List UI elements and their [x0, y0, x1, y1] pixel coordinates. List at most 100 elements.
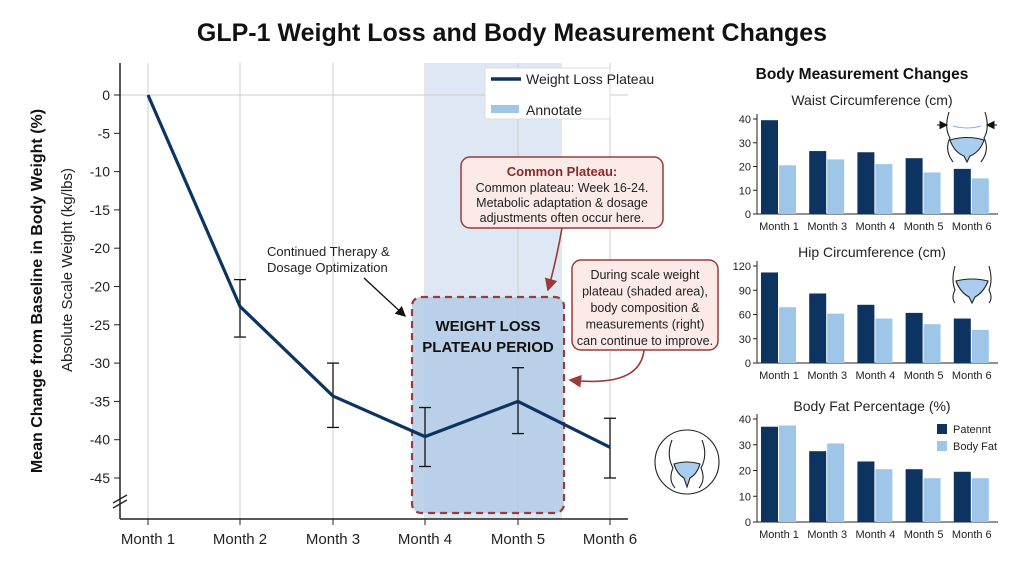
bar-light [971, 329, 989, 363]
series-line-weight-loss [146, 94, 611, 449]
y-tick-label: -20 [90, 240, 110, 256]
x-tick-label: Month 3 [807, 529, 847, 541]
x-tick-label: Month 5 [904, 370, 944, 382]
scale-note-callout [571, 259, 719, 351]
scale-note-line: can continue to improve. [577, 334, 713, 348]
waist-measure-icon [937, 111, 997, 164]
common-plateau-line-2: Metabolic adaptation & dosage [476, 196, 648, 210]
y-tick-label: -10 [90, 164, 110, 180]
x-tick-label: Month 5 [904, 221, 944, 233]
x-tick-label: Month 3 [807, 370, 847, 382]
y-tick-label: 90 [739, 285, 751, 297]
bar-light [971, 478, 989, 522]
common-plateau-line-3: adjustments often occur here. [480, 211, 645, 225]
y-tick-label: 40 [739, 114, 751, 126]
bar-light [779, 307, 796, 363]
body-fat-legend: Patennt Body Fat [937, 424, 997, 453]
bar-chart-title: Hip Circumference (cm) [798, 244, 946, 260]
scale-note-line: During scale weight [590, 268, 700, 282]
x-tick-label: Month 1 [759, 529, 799, 541]
bar-light [923, 172, 941, 214]
bar-light [875, 164, 893, 214]
y-tick-label: -40 [90, 432, 110, 448]
x-tick-label: Month 6 [583, 531, 637, 548]
bar-light [971, 178, 989, 214]
plateau-box-line-2: PLATEAU PERIOD [422, 339, 554, 356]
hip-bar-chart: Hip Circumference (cm) 0 30 60 90 120 Month 1 M… [733, 244, 998, 382]
plateau-box-line-1: WEIGHT LOSS [436, 318, 541, 335]
bar-light [923, 324, 941, 363]
bar-light [827, 159, 845, 214]
x-tick-label: Month 5 [491, 531, 545, 548]
y-tick-label: 10 [739, 185, 751, 197]
bar-dark [761, 426, 778, 522]
bar-light [827, 313, 845, 363]
y-tick-label: 30 [739, 440, 751, 452]
x-tick-label: Month 1 [121, 531, 175, 548]
bar-light [779, 165, 796, 214]
chart-title: GLP-1 Weight Loss and Body Measurement C… [197, 19, 827, 47]
body-fat-bar-chart: Body Fat Percentage (%) 0 10 20 30 40 Month 1 M… [739, 398, 998, 541]
common-plateau-line-1: Common plateau: Week 16-24. [476, 181, 649, 195]
y-tick-label: 0 [745, 358, 751, 370]
x-tick-label: Month 3 [306, 531, 360, 548]
x-tick-label: Month 3 [807, 221, 847, 233]
bar-dark [761, 120, 778, 214]
y-tick-label: -20 [90, 279, 110, 295]
bar-chart-title: Body Fat Percentage (%) [793, 398, 950, 414]
y-tick-label: 10 [739, 491, 751, 503]
x-tick-label: Month 6 [952, 221, 992, 233]
y-tick-label: 40 [739, 414, 751, 426]
y-tick-label: 20 [739, 466, 751, 478]
bar-dark [761, 272, 778, 363]
scale-note-line: body composition & [590, 301, 700, 315]
bar-dark [905, 158, 923, 214]
y-tick-label: 20 [739, 162, 751, 174]
panel-title: Body Measurement Changes [756, 66, 969, 83]
y-tick-label: 0 [102, 87, 110, 103]
bar-dark [953, 318, 971, 363]
error-bar [604, 417, 616, 479]
bar-dark [809, 151, 827, 214]
main-line-chart: WEIGHT LOSS PLATEAU PERIOD 0 -5 -10 -15 -20 -… [29, 63, 719, 548]
bar-dark [857, 152, 875, 214]
therapy-note-2: Dosage Optimization [267, 260, 388, 275]
bar-dark [905, 469, 923, 522]
common-plateau-title: Common Plateau: [507, 164, 618, 179]
body-fat-icon [654, 429, 720, 495]
y-tick-label: -45 [90, 470, 110, 486]
bar-light [923, 478, 941, 522]
y-tick-label: -35 [90, 393, 110, 409]
x-tick-label: Month 1 [759, 370, 799, 382]
x-tick-label: Month 4 [856, 370, 896, 382]
x-tick-label: Month 4 [398, 531, 452, 548]
legend-line-label: Weight Loss Plateau [526, 71, 654, 87]
x-tick-label: Month 1 [759, 221, 799, 233]
bar-dark [953, 471, 971, 522]
y-tick-label: -25 [90, 317, 110, 333]
x-tick-label: Month 4 [856, 221, 896, 233]
bar-light [827, 443, 845, 522]
y-axis-label-secondary: Absolute Scale Weight (kg/lbs) [59, 168, 76, 372]
bar-chart-title: Waist Circumference (cm) [791, 92, 952, 108]
bar-dark [809, 293, 827, 363]
therapy-note-1: Continued Therapy & [267, 244, 390, 259]
scale-note-line: plateau (shaded area), [582, 285, 708, 299]
y-tick-label: -30 [90, 355, 110, 371]
bar-dark [857, 304, 875, 363]
scale-note-arrow [568, 349, 645, 388]
y-tick-label: -15 [90, 202, 110, 218]
bar-dark [857, 461, 875, 522]
x-tick-label: Month 5 [904, 529, 944, 541]
hip-measure-icon [952, 265, 992, 305]
plateau-period-box [410, 295, 566, 515]
y-tick-label: 0 [745, 517, 751, 529]
y-tick-label: -5 [98, 125, 111, 141]
y-tick-label: 30 [739, 138, 751, 150]
y-axis-label: Mean Change from Baseline in Body Weight… [29, 109, 46, 473]
waist-bar-chart: Waist Circumference (cm) 0 10 20 30 40 Month 1… [739, 92, 998, 233]
y-tick-label: 120 [733, 261, 751, 273]
x-tick-label: Month 4 [856, 529, 896, 541]
x-tick-label: Month 2 [213, 531, 267, 548]
